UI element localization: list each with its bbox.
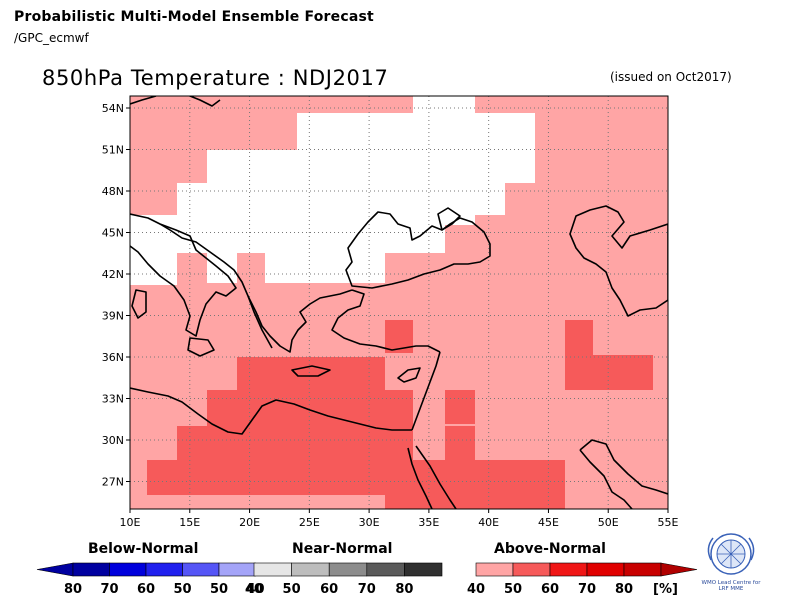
greece-coast (247, 289, 353, 353)
lon-label: 15E (179, 516, 200, 529)
persian-gulf-coast (579, 439, 668, 495)
legend-label-end: 40 (246, 582, 264, 597)
legend-unit: [%] (653, 582, 678, 597)
sea-of-azov (437, 207, 461, 231)
probability-shading (130, 96, 668, 509)
sardinia-coast (131, 289, 147, 319)
legend-arrow (36, 562, 74, 577)
legend-label: 50 (283, 582, 301, 597)
legend-label: 40 (467, 582, 485, 597)
legend-above-normal: 40 50 60 70 80 [%] (467, 562, 698, 597)
shade-above-50-60-north-africa (147, 357, 565, 509)
legend-label: 80 (395, 582, 413, 597)
cyprus-coast (397, 367, 421, 383)
legend-swatch (366, 562, 405, 577)
legend-swatch (623, 562, 662, 577)
legend-label: 50 (173, 582, 191, 597)
lat-label: 51N (102, 144, 124, 157)
lat-label: 36N (102, 351, 124, 364)
wmo-logo (707, 533, 755, 575)
legend-swatch (404, 562, 443, 577)
latitude-axis: 54N 51N 48N 45N 42N 39N 36N 33N 30N 27N (102, 102, 130, 489)
lat-label: 27N (102, 476, 124, 489)
legend-swatch (328, 562, 368, 577)
lon-label: 55E (658, 516, 679, 529)
black-sea-coast (345, 211, 491, 289)
baltic-coast (130, 96, 221, 107)
lat-label: 45N (102, 227, 124, 240)
map-frame (129, 95, 669, 510)
lon-label: 20E (239, 516, 260, 529)
legend-swatch (291, 562, 330, 577)
lon-label: 50E (598, 516, 619, 529)
longitude-axis: 10E 15E 20E 25E 30E 35E 40E 45E 50E 55E (120, 509, 679, 529)
model-name: /GPC_ecmwf (14, 31, 89, 45)
legend-label: 70 (578, 582, 596, 597)
legend-swatch (253, 562, 292, 577)
legend-swatch (586, 562, 625, 577)
crete-coast (291, 365, 331, 377)
legend-swatch (512, 562, 551, 577)
legend-swatch (218, 562, 256, 577)
lon-label: 45E (538, 516, 559, 529)
lat-label: 33N (102, 393, 124, 406)
arabia-gulf-coast (579, 449, 633, 509)
lat-label: 48N (102, 185, 124, 198)
legend-swatch (182, 562, 220, 577)
legend-label: 60 (320, 582, 338, 597)
legend-label: 70 (100, 582, 118, 597)
north-africa-coast (130, 387, 412, 435)
legend-label: 80 (615, 582, 633, 597)
red-sea-west-coast (407, 447, 433, 509)
shade-above-50-60-asia-minor (385, 320, 413, 353)
legend-label: 70 (358, 582, 376, 597)
lon-label: 35E (418, 516, 439, 529)
legend-label: 60 (541, 582, 559, 597)
legend-label: 40 (245, 582, 263, 597)
lat-label: 42N (102, 268, 124, 281)
legend-arrow (660, 562, 698, 577)
shade-above-50-60-iran (565, 320, 653, 390)
legend-near-normal: 40 50 60 70 80 (245, 562, 443, 597)
lat-label: 39N (102, 310, 124, 323)
wmo-logo-caption: WMO Lead Centre for LRF MME (701, 580, 761, 592)
turkey-coast (331, 289, 441, 353)
legend-label: 80 (64, 582, 82, 597)
lat-label: 30N (102, 434, 124, 447)
lat-lon-grid (130, 96, 668, 509)
product-title: Probabilistic Multi-Model Ensemble Forec… (14, 9, 374, 25)
legend-label: 50 (504, 582, 522, 597)
lat-label: 54N (102, 102, 124, 115)
shade-above-50-60-syria (445, 390, 475, 424)
lon-label: 30E (359, 516, 380, 529)
legend-swatch (549, 562, 588, 577)
red-sea-east-coast (415, 445, 457, 509)
caspian-sea-coast (569, 205, 668, 317)
legend-swatch (109, 562, 147, 577)
legend-below-caption: Below-Normal (88, 541, 199, 557)
legend-label: 50 (210, 582, 228, 597)
levant-coast (411, 351, 441, 431)
italy-coast (130, 213, 237, 337)
legend-near-caption: Near-Normal (292, 541, 393, 557)
legend-swatch (72, 562, 110, 577)
map-title: 850hPa Temperature : NDJ2017 (42, 66, 389, 90)
lon-label: 40E (478, 516, 499, 529)
legend-swatch (145, 562, 183, 577)
legend-swatch (475, 562, 514, 577)
shade-white-area (130, 96, 535, 285)
issued-date: (issued on Oct2017) (610, 70, 732, 84)
sicily-coast (187, 337, 215, 357)
legend-label: 60 (137, 582, 155, 597)
lon-label: 25E (299, 516, 320, 529)
adriatic-east-coast (159, 223, 273, 349)
legend-below-normal: 80 70 60 50 50 40 (36, 562, 265, 597)
coastlines (130, 96, 668, 509)
lon-label: 10E (120, 516, 141, 529)
legend-above-caption: Above-Normal (494, 541, 606, 557)
